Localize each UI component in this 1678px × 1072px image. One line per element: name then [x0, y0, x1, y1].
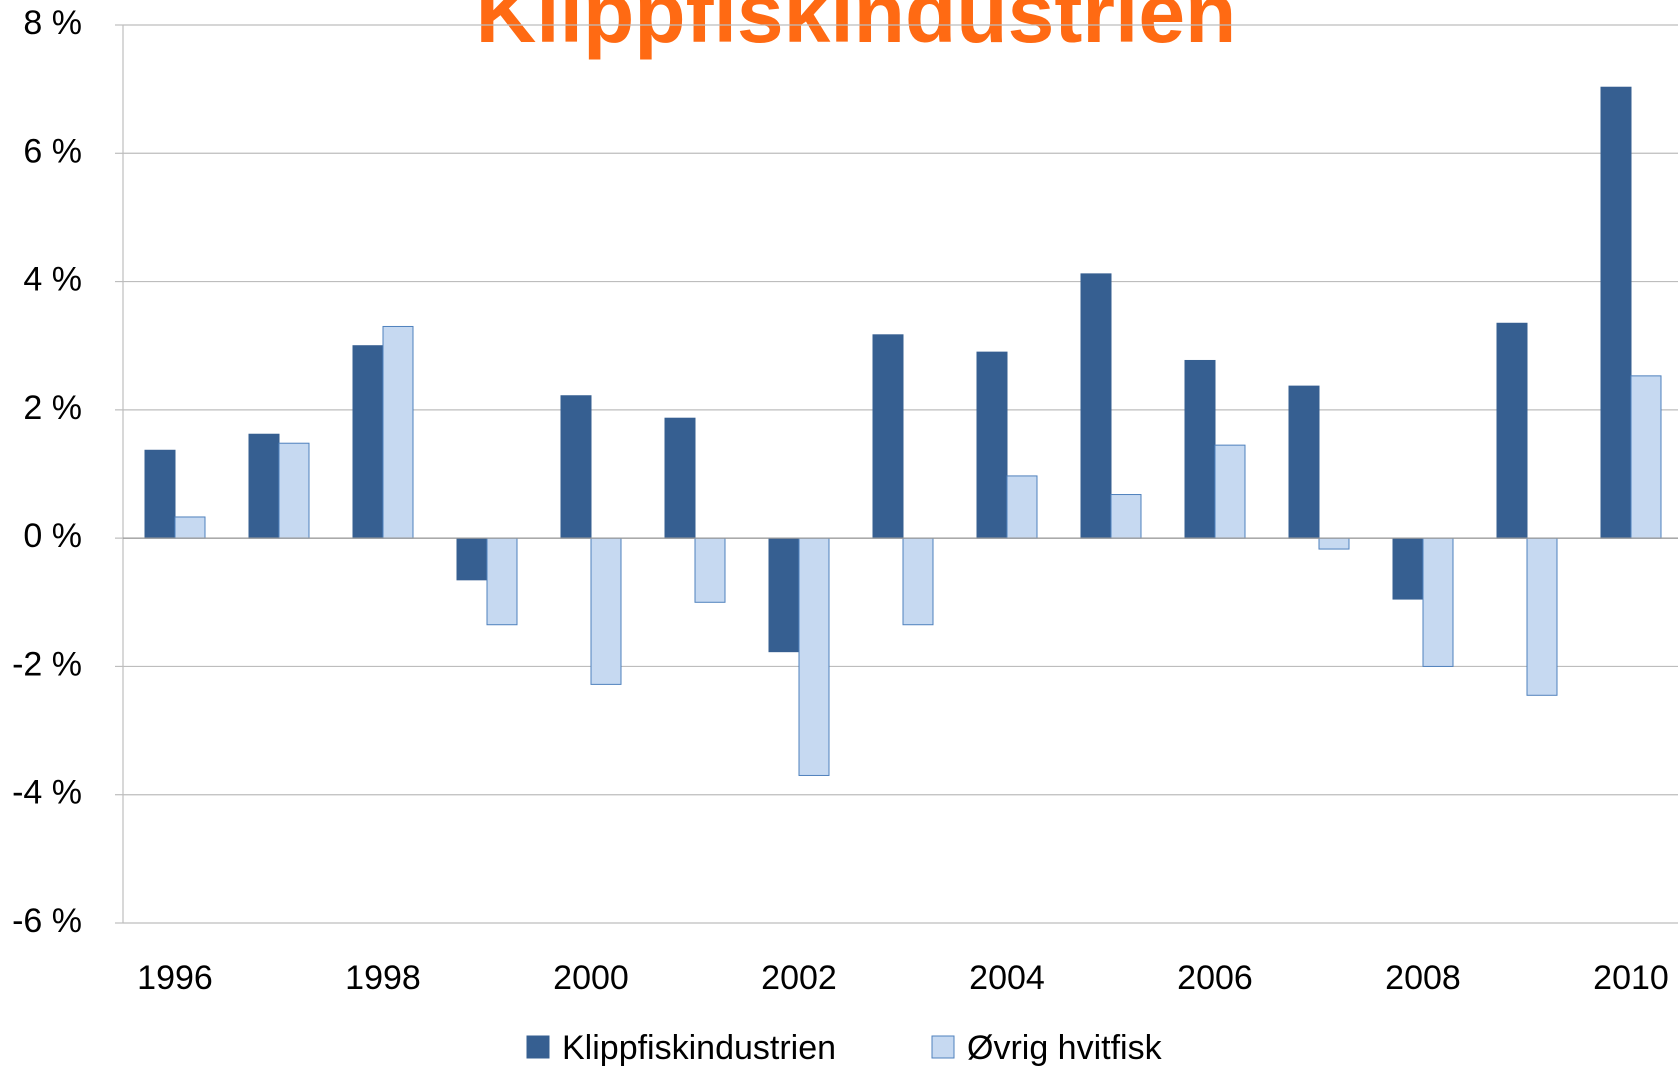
bar — [278, 442, 310, 539]
x-tick-label: 2006 — [1177, 959, 1253, 997]
bar — [590, 537, 622, 685]
x-tick-label: 2010 — [1593, 959, 1669, 997]
bar — [976, 351, 1008, 539]
chart-title: Klippfiskindustrien — [476, 0, 1237, 60]
bar — [456, 537, 488, 581]
bar — [872, 334, 904, 539]
bar — [1392, 537, 1424, 600]
bar — [1600, 86, 1632, 539]
y-tick-label: -2 % — [12, 645, 82, 683]
bar — [768, 537, 800, 653]
bar — [664, 417, 696, 539]
legend-label: Øvrig hvitfisk — [967, 1029, 1163, 1067]
bar — [1288, 385, 1320, 539]
x-tick-label: 2004 — [969, 959, 1045, 997]
bar — [1184, 359, 1216, 539]
bar — [1110, 494, 1142, 539]
y-tick-label: -6 % — [12, 902, 82, 940]
y-tick-label: 4 % — [23, 261, 82, 299]
y-tick-label: 8 % — [23, 4, 82, 42]
legend-swatch — [526, 1035, 550, 1059]
bar — [1422, 537, 1454, 667]
x-tick-label: 2002 — [761, 959, 837, 997]
bar — [174, 516, 206, 539]
bar — [798, 537, 830, 776]
bar — [1080, 273, 1112, 539]
y-tick-label: 0 % — [23, 517, 82, 555]
y-tick-label: 2 % — [23, 389, 82, 427]
bar — [1496, 322, 1528, 539]
bar — [1630, 375, 1662, 539]
bar — [694, 537, 726, 603]
bar — [248, 433, 280, 539]
x-tick-label: 2008 — [1385, 959, 1461, 997]
legend-swatch — [931, 1035, 955, 1059]
legend-label: Klippfiskindustrien — [562, 1029, 836, 1067]
y-tick-label: -4 % — [12, 774, 82, 812]
bar — [144, 449, 176, 539]
bar — [352, 345, 384, 539]
bar — [1318, 537, 1350, 550]
y-tick-label: 6 % — [23, 132, 82, 170]
bar — [560, 395, 592, 539]
bar — [382, 325, 414, 539]
bar — [1006, 475, 1038, 539]
bar — [1526, 537, 1558, 696]
bar — [1214, 444, 1246, 539]
x-tick-label: 1996 — [137, 959, 213, 997]
x-tick-label: 1998 — [345, 959, 421, 997]
bar — [902, 537, 934, 626]
x-tick-label: 2000 — [553, 959, 629, 997]
bar — [486, 537, 518, 626]
